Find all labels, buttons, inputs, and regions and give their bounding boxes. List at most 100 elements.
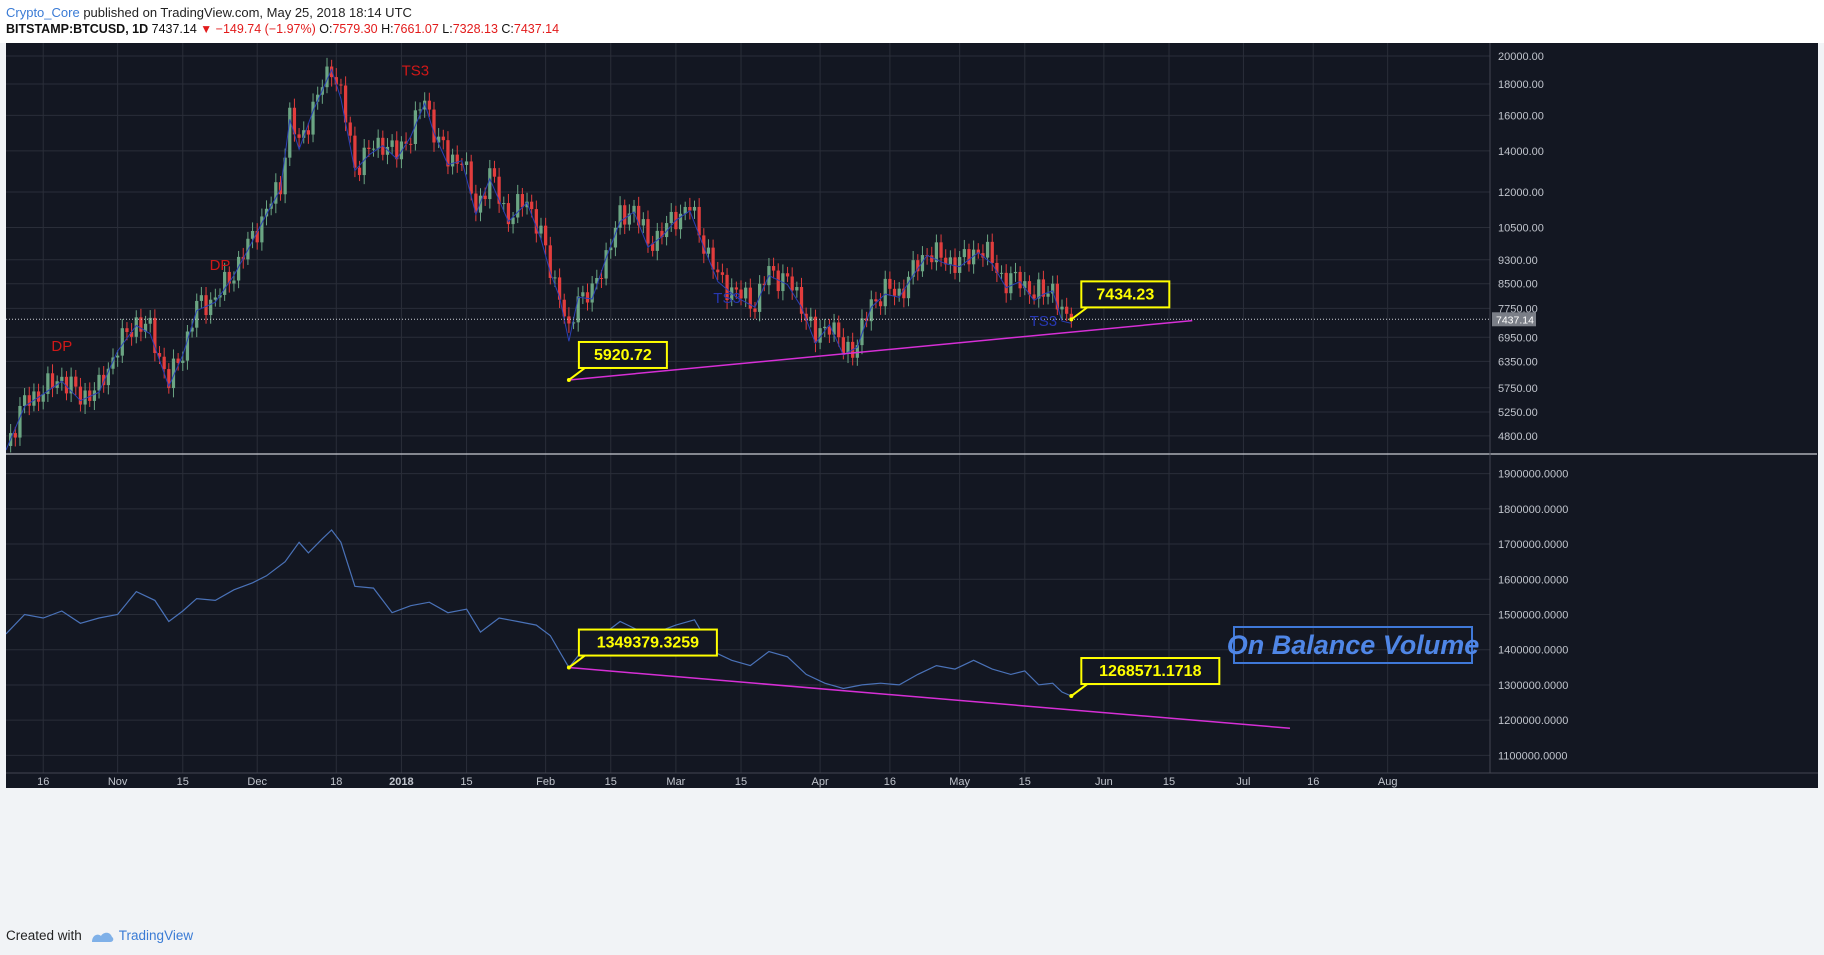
date-axis-label: Aug — [1378, 776, 1398, 788]
candle-body — [930, 255, 934, 263]
candle-body — [497, 176, 501, 204]
candle-body — [292, 107, 297, 135]
price-callout-dot — [566, 377, 571, 382]
candle-body — [185, 331, 190, 361]
candle-body — [195, 300, 199, 328]
candle-body — [227, 271, 231, 284]
publication-line: Crypto_Core published on TradingView.com… — [6, 5, 412, 20]
price-change: −149.74 (−1.97%) — [215, 22, 316, 36]
candle-body — [916, 260, 920, 272]
candle-body — [297, 134, 301, 138]
candle-body — [1027, 281, 1032, 295]
pattern-label: DP — [51, 338, 72, 355]
close-label: C: — [501, 22, 514, 36]
obv-callout-dot — [1069, 694, 1074, 699]
chart-area[interactable]: 4800.00 5250.00 5750.00 6350.00 6950.00 7750.… — [5, 43, 1818, 917]
candle-body — [83, 390, 87, 405]
candle-body — [776, 270, 780, 292]
price-axis-label: 6950.00 — [1498, 332, 1538, 344]
candle-body — [646, 219, 650, 244]
candle-body — [581, 292, 585, 297]
candle-body — [357, 167, 362, 176]
candle-body — [1065, 306, 1069, 314]
candle-body — [97, 374, 101, 391]
candle-body — [511, 217, 515, 225]
candle-body — [153, 317, 157, 354]
obv-callout-text: 1349379.3259 — [597, 635, 699, 652]
candle-body — [702, 235, 706, 254]
price-axis-label: 20000.00 — [1498, 51, 1544, 63]
candle-body — [939, 242, 943, 258]
author-link[interactable]: Crypto_Core — [6, 5, 80, 20]
candle-body — [36, 391, 41, 402]
candle-body — [455, 154, 459, 164]
candle-body — [464, 161, 469, 165]
candle-body — [906, 276, 911, 299]
candle-body — [725, 274, 729, 301]
candle-body — [32, 391, 36, 406]
symbol-name: BITSTAMP:BTCUSD, 1D — [6, 22, 149, 36]
price-axis-label: 6350.00 — [1498, 356, 1538, 368]
low-value: 7328.13 — [452, 22, 498, 36]
candle-body — [846, 341, 850, 354]
candle-body — [306, 130, 311, 135]
candle-body — [999, 272, 1004, 274]
date-axis-label: 15 — [735, 776, 747, 788]
candle-body — [1046, 293, 1050, 297]
pattern-label: DP — [210, 257, 231, 274]
obv-axis-label: 1900000.0000 — [1498, 469, 1568, 481]
price-axis-label: 4800.00 — [1498, 431, 1538, 443]
candle-body — [920, 255, 925, 272]
candle-body — [897, 288, 901, 296]
candle-body — [88, 390, 92, 401]
candle-body — [176, 358, 180, 363]
price-axis-label: 12000.00 — [1498, 187, 1544, 199]
candles-group — [9, 57, 1073, 453]
candle-body — [129, 331, 134, 337]
candle-body — [753, 308, 757, 312]
price-axis-label: 18000.00 — [1498, 79, 1544, 91]
candle-body — [720, 272, 725, 275]
candle-body — [739, 289, 743, 299]
candle-body — [162, 356, 166, 370]
candle-body — [460, 163, 464, 165]
candle-body — [446, 140, 450, 167]
date-axis-label: 16 — [37, 776, 49, 788]
candle-body — [734, 287, 738, 290]
zigzag-line — [5, 68, 1072, 451]
candle-body — [134, 317, 138, 337]
candle-body — [22, 395, 27, 406]
candle-body — [255, 230, 259, 243]
candle-body — [311, 101, 315, 135]
candle-body — [860, 318, 864, 346]
obv-callout-box — [577, 628, 718, 657]
candle-body — [576, 296, 580, 323]
candle-body — [618, 205, 622, 228]
price-callout-box — [577, 340, 668, 369]
candle-body — [325, 66, 329, 88]
candle-body — [376, 137, 380, 149]
candle-body — [1013, 271, 1018, 274]
candle-body — [399, 141, 404, 160]
candle-body — [371, 148, 376, 150]
candle-body — [120, 328, 124, 356]
candle-body — [339, 84, 343, 86]
date-axis-label: Nov — [108, 776, 128, 788]
candle-body — [790, 276, 794, 291]
candle-body — [604, 250, 608, 279]
candle-body — [795, 287, 799, 291]
candle-body — [260, 216, 264, 243]
obv-axis-label: 1200000.0000 — [1498, 715, 1568, 727]
candle-body — [818, 328, 822, 343]
tradingview-brand[interactable]: TradingView — [90, 928, 193, 943]
candle-body — [437, 136, 441, 143]
candle-body — [962, 249, 966, 258]
candle-body — [948, 257, 952, 265]
candle-body — [664, 223, 669, 238]
candle-body — [427, 100, 431, 110]
obv-callout-text: 1268571.1718 — [1099, 663, 1201, 680]
price-axis-label: 8500.00 — [1498, 279, 1538, 291]
price-callout: 5920.72 — [566, 340, 668, 382]
candle-body — [697, 206, 701, 236]
chart-svg[interactable]: 4800.005250.005750.006350.006950.007750.… — [5, 43, 1818, 917]
